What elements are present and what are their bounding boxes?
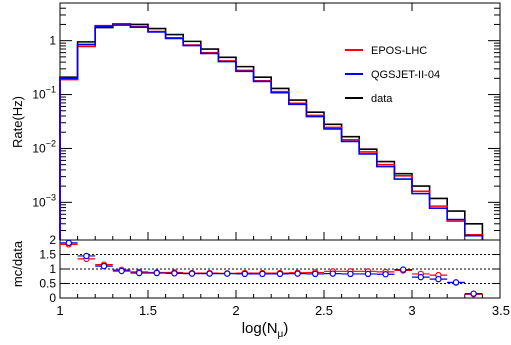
ratio-point-qgsjet-ii-04 (452, 279, 460, 286)
x-axis-label-close: ) (283, 320, 288, 337)
ratio-point-qgsjet-ii-04 (364, 270, 372, 278)
ratio-point-qgsjet-ii-04 (100, 262, 108, 270)
ratio-point-qgsjet-ii-04 (135, 269, 143, 277)
ratio-point-qgsjet-ii-04 (417, 273, 424, 281)
y-tick-label-ratio: 1.5 (39, 248, 56, 262)
ratio-point-qgsjet-ii-04 (382, 271, 389, 278)
y-tick-label-base: 10 (32, 195, 46, 209)
y-tick-label-base: 10 (32, 141, 46, 155)
y-tick-label-main: 10−2 (32, 138, 56, 155)
y-tick-label-main: 1 (49, 34, 56, 48)
legend-label-data: data (371, 93, 393, 105)
ratio-point-qgsjet-ii-04 (259, 270, 266, 278)
x-tick-label: 3 (408, 303, 415, 318)
ratio-point-qgsjet-ii-04 (118, 267, 125, 275)
ratio-point-qgsjet-ii-04 (83, 252, 90, 260)
histogram-qgsjet-ii-04 (59, 24, 484, 240)
rate-histogram-panel: 110−110−210−3 (32, 2, 501, 241)
y-tick-label-base: 10 (32, 88, 46, 102)
x-axis-label-subscript: μ (278, 329, 284, 340)
y-tick-label-ratio: 0.5 (39, 277, 56, 291)
ratio-point-qgsjet-ii-04 (223, 270, 231, 277)
y-tick-label-exponent: −3 (46, 192, 56, 202)
x-tick-label: 1.5 (139, 303, 157, 318)
x-tick-label: 2 (232, 303, 239, 318)
y-tick-label-main: 10−3 (32, 192, 56, 209)
x-tick-label: 3.5 (492, 303, 510, 318)
y-axis-label-ratio: mc/data (10, 240, 25, 287)
ratio-point-qgsjet-ii-04 (153, 269, 160, 277)
x-tick-label: 2.5 (315, 303, 333, 318)
legend: EPOS-LHC QGSJET-II-04 data (345, 45, 440, 105)
ratio-point-qgsjet-ii-04 (294, 270, 301, 277)
legend-label-qgsjet: QGSJET-II-04 (371, 69, 440, 81)
y-tick-label-base: 1 (49, 34, 56, 48)
legend-label-epos: EPOS-LHC (371, 45, 427, 57)
main-plot-frame (59, 2, 501, 241)
x-tick-label: 1 (56, 303, 63, 318)
ratio-point-qgsjet-ii-04 (241, 270, 248, 278)
ratio-point-qgsjet-ii-04 (171, 270, 178, 277)
ratio-point-qgsjet-ii-04 (276, 270, 284, 278)
y-tick-label-main: 10−1 (32, 85, 56, 102)
ratio-point-qgsjet-ii-04 (470, 290, 477, 297)
ratio-point-qgsjet-ii-04 (329, 270, 336, 277)
y-tick-label-ratio: 1 (49, 262, 56, 276)
ratio-panel: 00.511.521 1.5 2 2.5 3 3.5 (39, 233, 510, 318)
ratio-point-qgsjet-ii-04 (206, 270, 213, 277)
ratio-point-qgsjet-ii-04 (188, 270, 196, 277)
y-tick-label-ratio: 2 (49, 233, 56, 247)
y-tick-label-exponent: −1 (46, 85, 56, 95)
y-tick-label-exponent: −2 (46, 138, 56, 148)
ratio-point-qgsjet-ii-04 (400, 266, 407, 273)
y-axis-label-main: Rate(Hz) (10, 96, 25, 148)
x-axis-label-main: log(N (242, 320, 278, 337)
ratio-point-qgsjet-ii-04 (347, 270, 354, 278)
ratio-point-qgsjet-ii-04 (312, 270, 319, 278)
ratio-point-qgsjet-ii-04 (435, 275, 442, 283)
x-axis-label: log(Nμ) (242, 320, 289, 340)
y-tick-label-ratio: 0 (49, 291, 56, 305)
ratio-point-qgsjet-ii-04 (65, 239, 73, 247)
